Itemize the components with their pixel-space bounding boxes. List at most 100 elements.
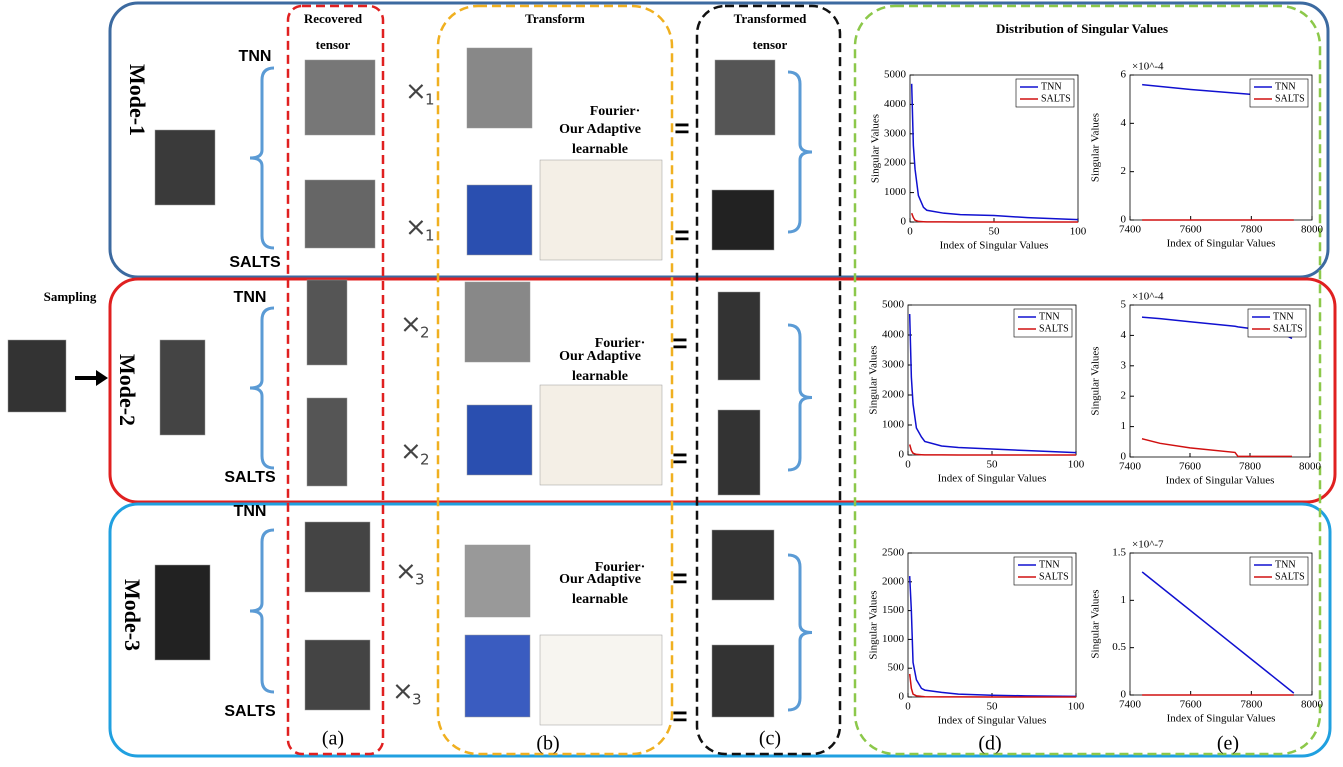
- tnn-label: TNN: [234, 289, 267, 306]
- mode-index: 2: [420, 451, 430, 469]
- image-placeholder: [715, 60, 775, 135]
- mode-product: ×: [405, 213, 427, 243]
- y-axis-label: Singular Values: [1090, 113, 1102, 182]
- image-placeholder: [305, 640, 370, 710]
- x-axis-label: Index of Singular Values: [1167, 238, 1276, 250]
- mode-label: Mode-1: [125, 64, 150, 136]
- x-tick-label: 7400: [1119, 224, 1142, 236]
- caption-b: (b): [536, 733, 559, 755]
- legend-label: TNN: [1273, 311, 1294, 322]
- image-placeholder: [718, 292, 760, 380]
- y-tick-label: 1000: [882, 633, 905, 645]
- transform-title: Transform: [525, 11, 585, 26]
- equals-sign: =: [674, 220, 689, 250]
- left-brace: [250, 308, 274, 468]
- y-tick-label: 5000: [882, 299, 905, 311]
- adaptive-label: learnable: [572, 592, 628, 607]
- x-tick-label: 7600: [1180, 224, 1203, 236]
- recovered-title: Recovered: [304, 11, 363, 26]
- right-brace: [788, 325, 812, 470]
- x-axis-label: Index of Singular Values: [938, 473, 1047, 485]
- image-placeholder: [718, 410, 760, 495]
- x-tick-label: 8000: [1299, 461, 1322, 473]
- right-brace: [788, 555, 812, 710]
- adaptive-label: learnable: [572, 142, 628, 157]
- mode-product: ×: [392, 677, 414, 707]
- x-tick-label: 0: [905, 701, 911, 713]
- series-line: [910, 576, 1076, 696]
- fourier-label: Fourier·: [590, 104, 641, 119]
- y-axis-label: Singular Values: [1090, 346, 1102, 415]
- distribution-title: Distribution of Singular Values: [996, 21, 1168, 36]
- figure: Sampling Distribution of Singular Values…: [0, 0, 1343, 762]
- legend-label: TNN: [1275, 559, 1296, 570]
- adaptive-label: Our Adaptive: [559, 572, 641, 587]
- legend-label: TNN: [1039, 559, 1060, 570]
- x-tick-label: 7800: [1240, 224, 1263, 236]
- column-de: [855, 6, 1320, 754]
- y-tick-label: 0: [901, 216, 907, 228]
- caption-d: (d): [978, 733, 1001, 755]
- equals-sign: =: [672, 701, 687, 731]
- equals-sign: =: [672, 328, 687, 358]
- y-tick-label: 1.5: [1112, 547, 1126, 559]
- x-tick-label: 0: [907, 226, 913, 238]
- legend-label: SALTS: [1041, 93, 1071, 104]
- x-tick-label: 7400: [1119, 699, 1142, 711]
- legend-label: TNN: [1039, 311, 1060, 322]
- series-line: [1142, 572, 1294, 693]
- tnn-label: TNN: [239, 48, 272, 65]
- y-axis-label: Singular Values: [1090, 589, 1102, 658]
- legend-label: SALTS: [1039, 323, 1069, 334]
- image-placeholder: [467, 48, 532, 128]
- y-tick-label: 4000: [884, 98, 907, 110]
- y-tick-label: 4: [1121, 117, 1127, 129]
- y-axis-label: Singular Values: [870, 114, 882, 183]
- sampling-label: Sampling: [44, 289, 97, 304]
- y-multiplier: ×10^-7: [1132, 539, 1164, 551]
- image-placeholder: [305, 60, 375, 135]
- mode-index: 3: [412, 691, 422, 709]
- x-tick-label: 7800: [1240, 699, 1263, 711]
- image-placeholder: [712, 530, 774, 600]
- y-tick-label: 6: [1121, 69, 1127, 81]
- left-brace: [250, 68, 274, 248]
- salts-label: SALTS: [224, 703, 276, 720]
- x-tick-label: 50: [987, 701, 999, 713]
- mode-label: Mode-2: [115, 354, 140, 426]
- y-tick-label: 1: [1121, 420, 1127, 432]
- y-tick-label: 4: [1121, 329, 1127, 341]
- y-tick-label: 5: [1121, 299, 1127, 311]
- y-tick-label: 4000: [882, 329, 905, 341]
- equals-sign: =: [672, 563, 687, 593]
- mode-product: ×: [400, 437, 422, 467]
- x-tick-label: 50: [987, 459, 999, 471]
- x-tick-label: 7400: [1119, 461, 1142, 473]
- legend-label: SALTS: [1275, 93, 1305, 104]
- image-placeholder: [467, 405, 532, 475]
- x-tick-label: 100: [1068, 701, 1085, 713]
- image-placeholder: [467, 185, 532, 255]
- salts-label: SALTS: [224, 469, 276, 486]
- y-axis-label: Singular Values: [868, 590, 880, 659]
- legend-label: TNN: [1275, 81, 1296, 92]
- y-tick-label: 2000: [882, 575, 905, 587]
- y-tick-label: 2000: [882, 389, 905, 401]
- mode-product: ×: [400, 310, 422, 340]
- x-axis-label: Index of Singular Values: [1167, 713, 1276, 725]
- mode-index: 1: [425, 91, 435, 109]
- image-placeholder: [8, 340, 66, 412]
- image-placeholder: [540, 635, 662, 725]
- y-multiplier: ×10^-4: [1132, 291, 1164, 303]
- y-tick-label: 2000: [884, 157, 907, 169]
- image-placeholder: [307, 398, 347, 486]
- x-axis-label: Index of Singular Values: [1166, 475, 1275, 487]
- caption-c: (c): [759, 728, 781, 750]
- tnn-label: TNN: [234, 503, 267, 520]
- image-placeholder: [155, 130, 215, 205]
- arrow-head: [96, 370, 108, 386]
- image-placeholder: [160, 340, 205, 435]
- y-tick-label: 3: [1121, 359, 1127, 371]
- adaptive-label: Our Adaptive: [559, 122, 641, 137]
- y-tick-label: 0.5: [1112, 641, 1126, 653]
